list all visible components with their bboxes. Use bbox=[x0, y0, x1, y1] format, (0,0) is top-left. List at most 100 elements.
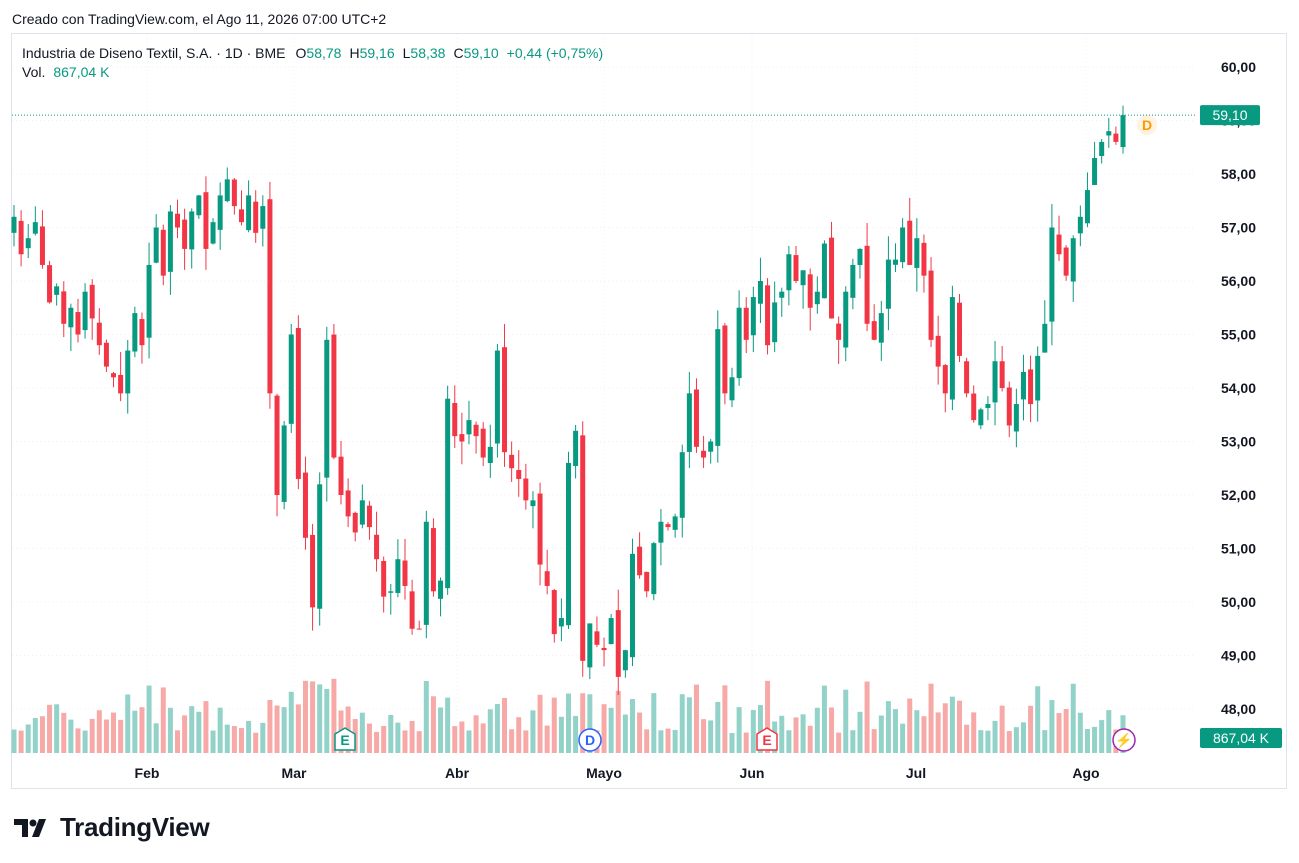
candle bbox=[964, 357, 970, 398]
candle-body bbox=[1042, 323, 1048, 353]
candle-body bbox=[153, 227, 159, 263]
candle bbox=[82, 283, 88, 339]
volume-bar bbox=[956, 700, 962, 753]
candle bbox=[132, 306, 138, 358]
candle bbox=[1092, 141, 1098, 186]
volume-bar bbox=[629, 699, 635, 753]
volume-bar bbox=[807, 725, 813, 753]
candle bbox=[1113, 126, 1119, 145]
horizontal-gridlines bbox=[12, 66, 1194, 710]
candle bbox=[651, 541, 657, 601]
candle-body bbox=[871, 321, 877, 340]
volume-bar bbox=[1070, 683, 1076, 753]
volume-bar bbox=[32, 718, 38, 753]
candle bbox=[942, 364, 948, 413]
candle-body bbox=[224, 179, 230, 202]
candle-body bbox=[338, 456, 344, 495]
candle bbox=[907, 197, 913, 265]
volume-bar bbox=[900, 723, 906, 753]
candle-body bbox=[409, 591, 415, 629]
candle-body bbox=[878, 313, 884, 343]
volume-bar bbox=[1049, 700, 1055, 753]
candle-body bbox=[530, 500, 536, 507]
high-label: H bbox=[349, 45, 360, 61]
candle-body bbox=[1070, 238, 1076, 282]
candle-body bbox=[693, 389, 699, 447]
candle bbox=[779, 287, 785, 317]
volume-bar bbox=[708, 720, 714, 753]
candle bbox=[167, 205, 173, 295]
candle bbox=[196, 194, 202, 219]
candle bbox=[25, 224, 31, 259]
event-marker: D bbox=[1137, 115, 1157, 135]
candle bbox=[1084, 172, 1090, 228]
y-tick-label: 54,00 bbox=[1221, 380, 1256, 396]
candle bbox=[459, 412, 465, 465]
candle bbox=[274, 393, 280, 517]
candle-body bbox=[992, 361, 998, 403]
marker-letter: E bbox=[762, 732, 771, 748]
candle bbox=[11, 204, 17, 247]
volume-bar bbox=[89, 718, 95, 753]
candle-body bbox=[857, 248, 863, 266]
volume-bar bbox=[480, 723, 486, 753]
volume-bar bbox=[153, 723, 159, 753]
candle bbox=[366, 500, 372, 540]
candle-body bbox=[430, 528, 436, 592]
volume-bar bbox=[857, 711, 863, 753]
volume-bar bbox=[317, 684, 323, 753]
candle bbox=[921, 234, 927, 293]
volume-bar bbox=[928, 683, 934, 753]
tradingview-logo[interactable]: TradingView bbox=[14, 812, 210, 843]
volume-bar bbox=[601, 704, 607, 753]
candle bbox=[658, 509, 664, 566]
marker-shape bbox=[1137, 115, 1157, 135]
volume-bar bbox=[366, 723, 372, 753]
candle-body bbox=[374, 534, 380, 560]
volume-bar bbox=[736, 707, 742, 753]
volume-bar bbox=[715, 701, 721, 753]
x-tick-label: Mayo bbox=[586, 765, 622, 781]
volume-bar bbox=[829, 707, 835, 753]
candle-body bbox=[18, 220, 24, 255]
candle-body bbox=[672, 516, 678, 530]
candle bbox=[324, 326, 330, 502]
candle-body bbox=[253, 201, 259, 233]
candle bbox=[409, 579, 415, 635]
candle bbox=[1120, 105, 1126, 154]
volume-bar bbox=[1035, 686, 1041, 753]
candle-body bbox=[352, 512, 358, 533]
volume-bar bbox=[274, 705, 280, 753]
volume-bar bbox=[409, 720, 415, 753]
candle-body bbox=[573, 430, 579, 466]
candle-body bbox=[601, 647, 607, 651]
candle-body bbox=[89, 284, 95, 319]
candle bbox=[395, 539, 401, 598]
candle bbox=[601, 637, 607, 667]
volume-bar bbox=[160, 687, 166, 753]
y-tick-label: 58,00 bbox=[1221, 166, 1256, 182]
candle-body bbox=[459, 434, 465, 442]
chart-frame[interactable] bbox=[11, 33, 1287, 789]
volume-bar bbox=[445, 697, 451, 753]
candle bbox=[715, 310, 721, 463]
volume-bar bbox=[779, 715, 785, 753]
candle bbox=[189, 208, 195, 269]
volume-bar bbox=[438, 707, 444, 753]
volume-bar bbox=[722, 685, 728, 753]
candle-body bbox=[146, 264, 152, 338]
candle-body bbox=[779, 291, 785, 298]
x-tick-label: Feb bbox=[135, 765, 160, 781]
marker-shape bbox=[334, 727, 356, 751]
candle bbox=[615, 589, 621, 695]
volume-bar bbox=[551, 697, 557, 753]
candle-body bbox=[395, 559, 401, 593]
symbol-title[interactable]: Industria de Diseno Textil, S.A. · 1D · … bbox=[22, 45, 286, 61]
candle-body bbox=[423, 521, 429, 625]
volume-bar bbox=[985, 730, 991, 753]
candle bbox=[374, 511, 380, 572]
candle bbox=[665, 522, 671, 531]
candle-body bbox=[900, 227, 906, 263]
volume-bar bbox=[935, 712, 941, 753]
